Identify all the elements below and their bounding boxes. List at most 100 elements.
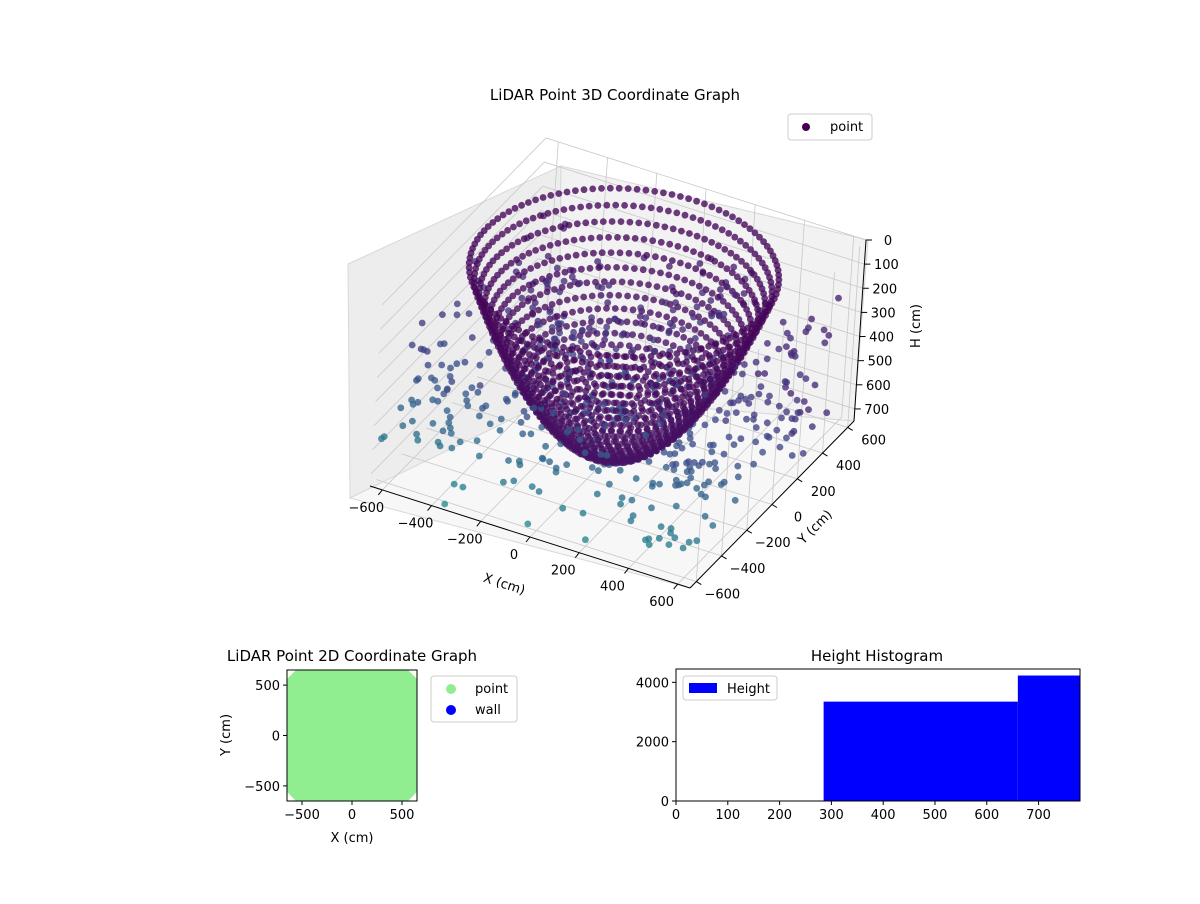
lidar-point bbox=[641, 320, 648, 328]
lidar-point bbox=[627, 279, 635, 286]
lidar-point bbox=[643, 345, 650, 353]
lidar-point bbox=[580, 293, 588, 301]
x-tick-label-hist: 100 bbox=[715, 808, 740, 823]
lidar-point bbox=[468, 384, 476, 392]
lidar-point bbox=[656, 405, 664, 413]
lidar-point bbox=[644, 391, 652, 398]
lidar-point bbox=[649, 322, 657, 330]
lidar-point bbox=[678, 319, 686, 326]
lidar-point bbox=[563, 365, 571, 372]
lidar-point bbox=[738, 328, 746, 336]
h-tick-label-3d: 0 bbox=[884, 234, 892, 249]
lidar-point bbox=[708, 290, 716, 297]
lidar-point bbox=[644, 220, 651, 228]
lidar-point bbox=[585, 331, 592, 338]
lidar-point bbox=[530, 404, 538, 412]
lidar-point bbox=[682, 245, 690, 253]
lidar-point bbox=[523, 413, 531, 421]
lidar-point bbox=[584, 429, 591, 437]
lidar-point bbox=[642, 314, 650, 322]
lidar-point bbox=[573, 385, 581, 393]
lidar-point bbox=[640, 236, 648, 243]
lidar-point bbox=[548, 400, 556, 408]
lidar-point bbox=[431, 377, 439, 384]
lidar-point bbox=[686, 435, 694, 442]
lidar-point bbox=[576, 279, 584, 287]
plot-2d-title: LiDAR Point 2D Coordinate Graph bbox=[227, 647, 477, 665]
h-tick-label-3d: 500 bbox=[868, 355, 893, 370]
y-tick-label-3d: 400 bbox=[836, 459, 861, 474]
lidar-point bbox=[569, 351, 577, 358]
lidar-point bbox=[734, 473, 742, 481]
lidar-point bbox=[635, 427, 642, 435]
lidar-point bbox=[476, 361, 484, 369]
lidar-point bbox=[642, 431, 650, 439]
lidar-point bbox=[713, 357, 721, 365]
lidar-point bbox=[672, 476, 680, 484]
lidar-point bbox=[606, 184, 614, 192]
lidar-point bbox=[490, 317, 497, 324]
lidar-point bbox=[524, 374, 531, 381]
lidar-point bbox=[633, 185, 641, 193]
lidar-point bbox=[680, 334, 688, 341]
lidar-point bbox=[561, 398, 569, 406]
lidar-point bbox=[524, 340, 531, 348]
lidar-point bbox=[773, 426, 781, 434]
lidar-point bbox=[462, 390, 470, 398]
lidar-point bbox=[686, 430, 694, 437]
lidar-point bbox=[731, 348, 739, 355]
lidar-point bbox=[631, 363, 639, 371]
lidar-point bbox=[678, 444, 686, 452]
lidar-point bbox=[578, 265, 585, 273]
plot-3d-points bbox=[378, 184, 842, 552]
lidar-point bbox=[504, 397, 511, 405]
lidar-point bbox=[579, 509, 587, 517]
lidar-point bbox=[617, 382, 625, 390]
lidar-point bbox=[397, 404, 405, 412]
lidar-point bbox=[573, 415, 581, 423]
lidar-point bbox=[783, 329, 791, 337]
lidar-point bbox=[552, 464, 560, 472]
lidar-point bbox=[673, 408, 681, 416]
lidar-point bbox=[447, 429, 455, 437]
lidar-point bbox=[489, 219, 497, 226]
lidar-point bbox=[682, 411, 689, 418]
lidar-point bbox=[686, 230, 693, 237]
lidar-point bbox=[590, 249, 597, 257]
lidar-point bbox=[429, 396, 437, 404]
lidar-point bbox=[768, 283, 776, 291]
x-tick-3d bbox=[673, 583, 679, 590]
lidar-point bbox=[705, 342, 713, 350]
lidar-point bbox=[763, 355, 771, 363]
lidar-point bbox=[618, 494, 626, 501]
lidar-point bbox=[510, 223, 517, 231]
lidar-point bbox=[649, 363, 656, 370]
lidar-point bbox=[805, 324, 812, 332]
lidar-point bbox=[700, 385, 708, 393]
lidar-point bbox=[560, 344, 567, 351]
lidar-point bbox=[494, 321, 502, 329]
lidar-point bbox=[497, 315, 505, 322]
lidar-point bbox=[725, 230, 733, 237]
lidar-point bbox=[523, 313, 531, 321]
lidar-point bbox=[663, 396, 670, 404]
lidar-point bbox=[638, 203, 646, 211]
lidar-point bbox=[779, 318, 787, 326]
lidar-point bbox=[595, 264, 603, 271]
lidar-point bbox=[683, 468, 691, 476]
lidar-point bbox=[653, 390, 660, 398]
lidar-point bbox=[704, 254, 712, 262]
lidar-point bbox=[624, 292, 631, 300]
lidar-point bbox=[630, 407, 638, 415]
lidar-point bbox=[743, 415, 750, 423]
lidar-point bbox=[617, 500, 624, 508]
lidar-point bbox=[585, 202, 593, 210]
x-tick-label-hist: 200 bbox=[767, 808, 792, 823]
x-tick-label-3d: 400 bbox=[600, 579, 625, 594]
lidar-point bbox=[508, 322, 516, 330]
lidar-point bbox=[705, 303, 712, 311]
lidar-point bbox=[674, 360, 682, 367]
lidar-point bbox=[730, 441, 738, 448]
lidar-point bbox=[661, 380, 668, 388]
lidar-point bbox=[597, 371, 605, 379]
